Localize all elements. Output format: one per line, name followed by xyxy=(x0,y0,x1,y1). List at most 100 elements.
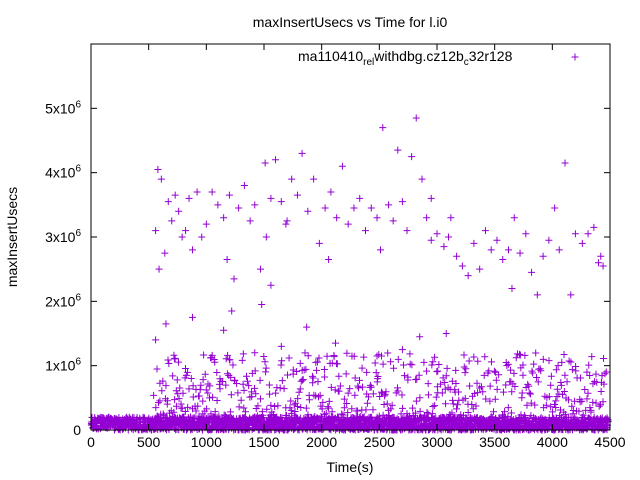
data-point-spread xyxy=(532,349,540,357)
data-point-spread xyxy=(318,405,326,413)
data-point-spread xyxy=(325,397,333,405)
data-point-spread xyxy=(404,373,412,381)
data-point-spread xyxy=(215,412,223,420)
data-point-spread xyxy=(547,381,555,389)
data-point-upper xyxy=(379,124,387,132)
data-point-upper xyxy=(505,246,513,254)
data-point-spread xyxy=(409,404,417,412)
data-point-spread xyxy=(159,377,167,385)
data-point-spread xyxy=(567,358,575,366)
data-point-spread xyxy=(294,395,302,403)
data-point-mid xyxy=(332,339,340,347)
data-point-spread xyxy=(412,397,420,405)
data-point-spread xyxy=(313,358,321,366)
data-point-spread xyxy=(383,400,391,408)
data-point-spread xyxy=(290,401,298,409)
data-point-spread xyxy=(219,378,227,386)
data-point-spread xyxy=(163,400,171,408)
data-point-spread xyxy=(150,391,158,399)
data-point-spread xyxy=(576,398,584,406)
data-point-spread xyxy=(486,382,494,390)
data-point-spread xyxy=(236,421,244,429)
data-point-spread xyxy=(507,409,515,417)
legend-label: ma110410relwithdbg.cz12bc32r128 xyxy=(298,48,513,68)
data-point-spread xyxy=(461,394,469,402)
data-point-spread xyxy=(501,408,509,416)
data-point-spread xyxy=(528,421,536,429)
data-point-spread xyxy=(321,414,329,422)
data-point-spread xyxy=(251,367,259,375)
data-point-spread xyxy=(263,405,271,413)
data-point-upper xyxy=(418,175,426,183)
data-point-spread xyxy=(533,374,541,382)
data-point-spread xyxy=(525,389,533,397)
data-point-spread xyxy=(452,380,460,388)
data-point-spread xyxy=(181,365,189,373)
data-point-spread xyxy=(553,385,561,393)
data-point-spread xyxy=(161,416,169,424)
data-point-spread xyxy=(507,366,515,374)
data-point-upper xyxy=(283,217,291,225)
data-point-spread xyxy=(545,357,553,365)
data-point-spread xyxy=(176,384,184,392)
data-point-upper xyxy=(433,230,441,238)
data-point-spread xyxy=(229,361,237,369)
data-point-spread xyxy=(351,391,359,399)
data-point-spread xyxy=(272,389,280,397)
data-point-upper xyxy=(398,198,406,206)
data-point-spread xyxy=(328,408,336,416)
data-point-spread xyxy=(169,372,177,380)
data-point-spread xyxy=(379,360,387,368)
legend-marker-plus xyxy=(571,53,579,61)
data-point-spread xyxy=(474,357,482,365)
data-point-spread xyxy=(530,360,538,368)
data-point-spread xyxy=(472,402,480,410)
data-point-spread xyxy=(423,409,431,417)
data-point-spread xyxy=(187,413,195,421)
data-point-upper xyxy=(394,146,402,154)
data-point-spread xyxy=(322,409,330,417)
data-point-spread xyxy=(189,393,197,401)
data-point-spread xyxy=(388,401,396,409)
data-point-spread xyxy=(506,417,514,425)
data-point-spread xyxy=(558,358,566,366)
data-point-spread xyxy=(246,416,254,424)
data-point-spread xyxy=(568,402,576,410)
legend: ma110410relwithdbg.cz12bc32r128 xyxy=(298,48,579,68)
data-point-spread xyxy=(430,415,438,423)
data-point-spread xyxy=(321,373,329,381)
data-point-spread xyxy=(602,368,610,376)
data-point-spread xyxy=(552,404,560,412)
data-point-spread xyxy=(597,388,605,396)
data-point-mid xyxy=(220,326,228,334)
data-point-spread xyxy=(240,404,248,412)
data-point-upper xyxy=(152,227,160,235)
data-point-spread xyxy=(369,406,377,414)
data-point-spread xyxy=(490,367,498,375)
data-point-spread xyxy=(584,389,592,397)
data-point-spread xyxy=(233,380,241,387)
data-point-spread xyxy=(459,412,467,420)
data-point-spread xyxy=(466,382,474,390)
data-point-spread xyxy=(553,420,561,428)
data-point-upper xyxy=(361,227,369,235)
data-point-spread xyxy=(256,376,264,384)
data-point-spread xyxy=(174,358,182,366)
data-point-spread xyxy=(537,367,545,375)
data-point-spread xyxy=(559,425,567,433)
data-point-spread xyxy=(458,418,466,426)
data-point-spread xyxy=(572,367,580,375)
data-point-spread xyxy=(365,393,373,401)
data-point-spread xyxy=(556,412,564,420)
data-point-spread xyxy=(260,353,268,361)
data-point-spread xyxy=(599,398,607,406)
data-point-spread xyxy=(180,425,188,433)
data-point-spread xyxy=(570,421,578,429)
data-point-spread xyxy=(462,365,470,373)
data-point-spread xyxy=(199,397,207,405)
data-point-spread xyxy=(184,368,192,376)
data-point-spread xyxy=(416,407,424,415)
data-point-spread xyxy=(333,360,341,368)
data-point-spread xyxy=(504,404,512,412)
data-point-upper xyxy=(590,223,598,231)
